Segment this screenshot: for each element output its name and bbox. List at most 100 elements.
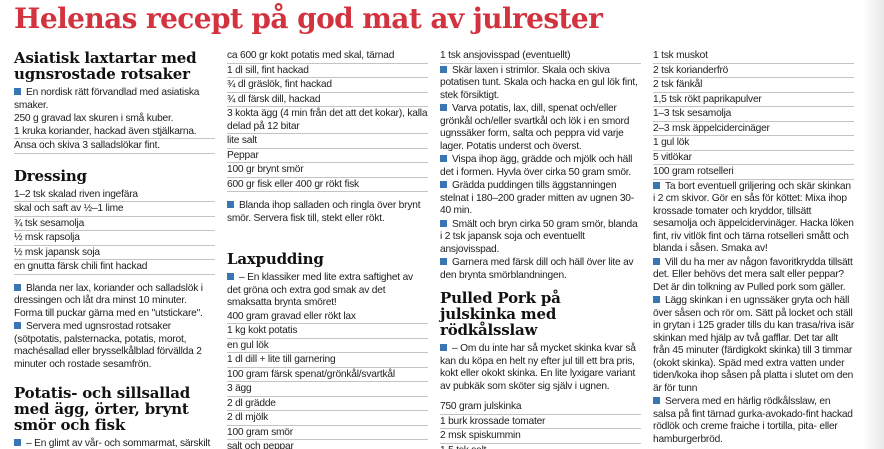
recipe-step: Skär laxen i strimlor. Skala och skiva p… [440, 65, 641, 103]
step-text: Servera med ugnsrostad rotsaker (sötpota… [14, 321, 202, 370]
ingredient-line: ¾ dl gräslök, fint hackad [227, 79, 428, 93]
bullet-square-icon [440, 65, 447, 73]
ingredient-line: 2 msk spiskummin [440, 430, 641, 444]
bullet-square-icon [440, 155, 447, 162]
step-text: Varva potatis, lax, dill, spenat och/ell… [440, 103, 630, 152]
ingredient-line: ½ msk rapsolja [14, 232, 215, 246]
recipe-step: Servera med en härlig rödkålsslaw, en sa… [653, 396, 854, 446]
recipe-intro: – Om du inte har så mycket skinka kvar s… [440, 343, 641, 393]
step-text: Ta bort eventuell griljering och skär sk… [653, 180, 854, 255]
bullet-square-icon [440, 104, 447, 111]
bullet-square-icon [227, 201, 234, 208]
step-text: Vispa ihop ägg, grädde och mjölk och häl… [440, 154, 633, 178]
ingredient-line: 100 gram smör [227, 427, 428, 440]
bullet-square-icon [14, 439, 21, 446]
column-2: ca 600 gr kokt potatis med skal, tärnad 1… [227, 50, 428, 449]
step-text: – Om du inte har så mycket skinka kvar s… [440, 343, 636, 392]
ingredient-line: ½ msk japansk soja [14, 247, 215, 260]
recipe-step: Varva potatis, lax, dill, spenat och/ell… [440, 103, 641, 153]
recipe-step: Blanda ner lax, koriander och salladslök… [14, 283, 215, 321]
ingredient-line: salt och peppar [227, 441, 428, 449]
ingredient-line: ¾ dl färsk dill, hackad [227, 94, 428, 107]
ingredient-line: 1–3 tsk sesamolja [653, 108, 854, 122]
ingredient-line: 2 tsk fänkål [653, 79, 854, 93]
recipe-heading: Potatis- och sillsallad med ägg, örter, … [14, 384, 191, 434]
ingredient-line: 1,5 tsk rökt paprikapulver [653, 94, 854, 107]
bullet-square-icon [227, 273, 234, 280]
recipe-heading: Pulled Pork på julskinka med rödkålsslaw [440, 289, 561, 339]
recipe-step: Grädda puddingen tills äggstanningen ste… [440, 180, 641, 218]
step-text: – En klassiker med lite extra saftighet … [227, 272, 413, 308]
ingredient-line: Peppar [227, 150, 428, 163]
recipe-step: Servera med ugnsrostad rotsaker (sötpota… [14, 321, 215, 371]
step-text: Vill du ha mer av någon favoritkrydda ti… [653, 256, 853, 293]
ingredient-line: 250 g gravad lax skuren i små kuber. [14, 113, 174, 124]
recipe-step: Vill du ha mer av någon favoritkrydda ti… [653, 257, 854, 295]
step-text: Smält och bryn cirka 50 gram smör, bland… [440, 218, 638, 255]
recipe-heading: Dressing [14, 166, 87, 185]
ingredient-line: 1,5 tsk salt [440, 445, 641, 449]
bullet-square-icon [440, 258, 447, 265]
recipe-step: Vispa ihop ägg, grädde och mjölk och häl… [440, 154, 641, 179]
ingredient-line: 100 gr brynt smör [227, 164, 428, 178]
step-text: Grädda puddingen tills äggstanningen ste… [440, 180, 634, 216]
step-text: Skär laxen i strimlor. Skala och skiva p… [440, 64, 638, 101]
step-text: Blanda ihop salladen och ringla över bry… [227, 200, 421, 224]
ingredient-line: 3 ägg [227, 383, 428, 397]
ingredient-line: lite salt [227, 135, 428, 149]
ingredient-line: 1 tsk ansjovisspad (eventuellt) [440, 50, 641, 64]
page-edge-fade [862, 0, 884, 449]
bullet-square-icon [14, 88, 21, 95]
article-columns: Asiatisk laxtartar med ugnsrostade rotsa… [14, 50, 854, 449]
recipe-intro: – En klassiker med lite extra saftighet … [227, 272, 428, 310]
recipe-step: Blanda ihop salladen och ringla över bry… [227, 200, 428, 225]
ingredient-line: 1 dl dill + lite till garnering [227, 354, 428, 368]
step-text: Servera med en härlig rödkålsslaw, en sa… [653, 396, 853, 445]
bullet-square-icon [653, 257, 660, 265]
ingredient-line: 100 gram rotselleri [653, 166, 854, 180]
bullet-square-icon [653, 296, 660, 303]
step-text: Blanda ner lax, koriander och salladslök… [14, 282, 203, 319]
bullet-square-icon [14, 283, 21, 291]
ingredient-line: 100 gram färsk spenat/grönkål/svartkål [227, 369, 428, 382]
bullet-square-icon [653, 181, 660, 189]
ingredient-line: en gnutta färsk chili fint hackad [14, 261, 215, 275]
recipe-step: Smält och bryn cirka 50 gram smör, bland… [440, 219, 641, 257]
ingredient-line: ca 600 gr kokt potatis med skal, tärnad [227, 50, 428, 64]
ingredient-line: en gul lök [227, 340, 428, 353]
ingredient-line: ¾ tsk sesamolja [14, 218, 215, 231]
bullet-square-icon [14, 322, 21, 329]
bullet-square-icon [440, 344, 447, 351]
step-text: – En glimt av vår- och sommarmat, särski… [26, 438, 211, 449]
recipe-intro: En nordisk rätt förvandlad med asiatiska… [14, 87, 215, 112]
ingredient-line: 2 tsk korianderfrö [653, 65, 854, 78]
column-4: 1 tsk muskot 2 tsk korianderfrö 2 tsk fänk… [653, 50, 854, 449]
ingredient-line: 600 gr fisk eller 400 gr rökt fisk [227, 179, 428, 192]
page-title: Helenas recept på god mat av julrester [14, 2, 603, 35]
ingredient-line: 1–2 tsk skalad riven ingefära [14, 189, 215, 202]
recipe-intro: – En glimt av vår- och sommarmat, särski… [14, 438, 215, 449]
bullet-square-icon [653, 397, 660, 404]
ingredient-line: 1 dl sill, fint hackad [227, 65, 428, 78]
recipe-heading: Laxpudding [227, 250, 324, 268]
ingredient-line: 1 kruka koriander, hackad även stjälkarn… [14, 126, 215, 139]
ingredient-line: 1 tsk muskot [653, 50, 854, 64]
recipe-step: Lägg skinkan i en ugnssäker gryta och hä… [653, 295, 854, 395]
step-text: Lägg skinkan i en ugnssäker gryta och hä… [653, 295, 855, 394]
column-1: Asiatisk laxtartar med ugnsrostade rotsa… [14, 50, 215, 449]
ingredient-line: 2–3 msk äppelcidercinäger [653, 123, 854, 136]
ingredient-line: 3 kokta ägg (4 min från det att det koka… [227, 108, 428, 134]
ingredient-line: 2 dl grädde [227, 398, 428, 411]
ingredient-line: skal och saft av ½–1 lime [14, 203, 215, 217]
ingredient-line: 2 dl mjölk [227, 412, 428, 426]
step-text: En nordisk rätt förvandlad med asiatiska… [14, 87, 200, 111]
bullet-square-icon [440, 219, 447, 227]
recipe-heading: Asiatisk laxtartar med ugnsrostade rotsa… [14, 49, 197, 83]
ingredient-line: 1 burk krossade tomater [440, 416, 641, 429]
recipe-step: Ta bort eventuell griljering och skär sk… [653, 181, 854, 256]
ingredient-line: 1 kg kokt potatis [227, 325, 428, 339]
ingredient-line: Ansa och skiva 3 salladslökar fint. [14, 140, 215, 154]
recipe-step: Garnera med färsk dill och häll över lit… [440, 257, 641, 282]
ingredient-line: 5 vitlökar [653, 152, 854, 165]
